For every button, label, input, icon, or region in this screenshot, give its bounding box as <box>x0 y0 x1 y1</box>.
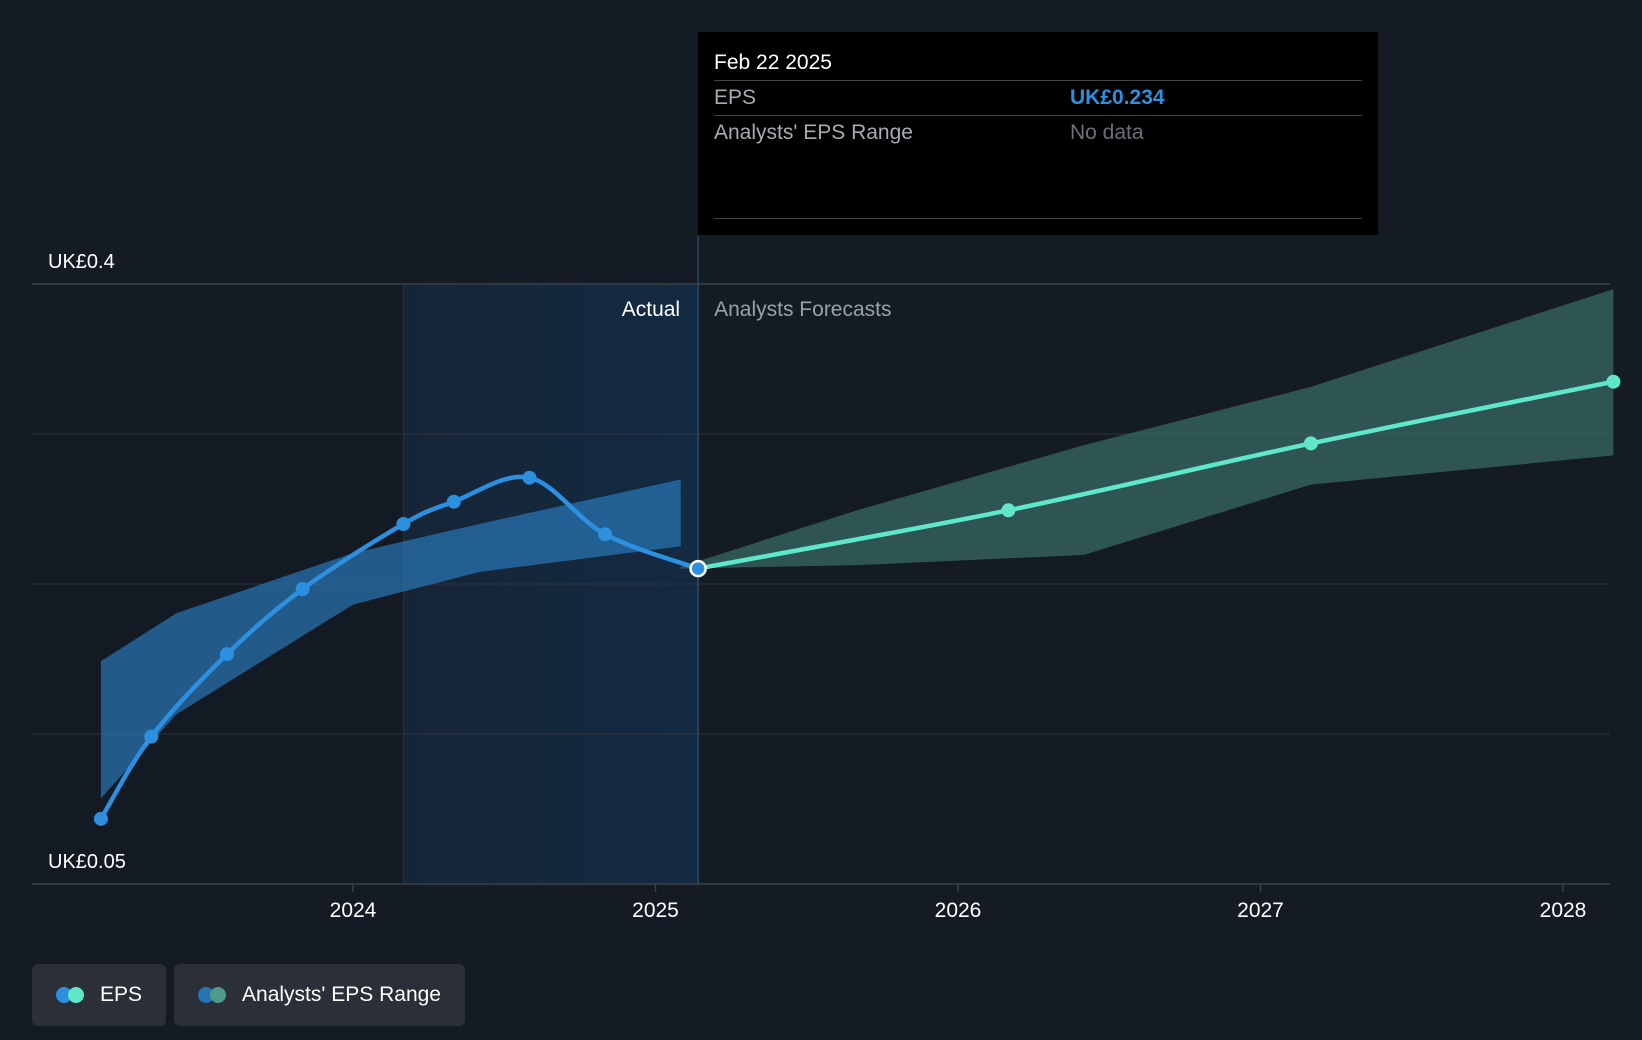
x-tick-label: 2026 <box>935 899 982 922</box>
legend-item-range[interactable]: Analysts' EPS Range <box>174 964 465 1026</box>
actual-label: Actual <box>622 298 680 321</box>
x-tick-label: 2028 <box>1540 899 1587 922</box>
eps-forecast-point <box>1606 374 1621 389</box>
legend-range-label: Analysts' EPS Range <box>242 983 441 1006</box>
x-tick-label: 2027 <box>1237 899 1284 922</box>
x-tick-label: 2024 <box>330 899 377 922</box>
tooltip-row-eps: EPS UK£0.234 <box>714 81 1362 116</box>
eps-point <box>93 811 108 826</box>
tooltip-eps-label: EPS <box>714 86 757 109</box>
eps-point <box>598 527 613 542</box>
tooltip-range-label: Analysts' EPS Range <box>714 121 913 144</box>
legend-eps-label: EPS <box>100 983 143 1006</box>
x-tick-label: 2025 <box>632 899 679 922</box>
legend: EPS Analysts' EPS Range <box>32 964 465 1026</box>
legend-range-swatch-icon <box>198 986 228 1004</box>
tooltip-divider <box>714 218 1362 219</box>
analysts-eps-range-band-forecast <box>680 289 1614 569</box>
eps-point <box>295 582 310 597</box>
tooltip-eps-value: UK£0.234 <box>1070 86 1165 109</box>
eps-point <box>522 470 537 485</box>
tooltip-row-range: Analysts' EPS Range No data <box>714 116 1362 150</box>
analysts-eps-range-band-past <box>100 479 681 799</box>
eps-point <box>446 494 461 509</box>
eps-forecast-point <box>1001 503 1016 518</box>
eps-forecast-line <box>695 379 1616 571</box>
y-axis-min-label: UK£0.05 <box>48 851 126 873</box>
tooltip: Feb 22 2025 EPS UK£0.234 Analysts' EPS R… <box>698 32 1378 235</box>
tooltip-range-value: No data <box>1070 121 1144 144</box>
legend-item-eps[interactable]: EPS <box>32 964 167 1026</box>
eps-point <box>219 647 234 662</box>
tooltip-date: Feb 22 2025 <box>714 46 1362 81</box>
y-axis-max-label: UK£0.4 <box>48 251 115 273</box>
legend-eps-swatch-icon <box>56 986 86 1004</box>
eps-current-point <box>689 559 707 578</box>
eps-point <box>144 729 159 744</box>
forecast-label: Analysts Forecasts <box>714 298 891 321</box>
eps-forecast-point <box>1303 436 1318 451</box>
eps-point <box>396 517 411 531</box>
